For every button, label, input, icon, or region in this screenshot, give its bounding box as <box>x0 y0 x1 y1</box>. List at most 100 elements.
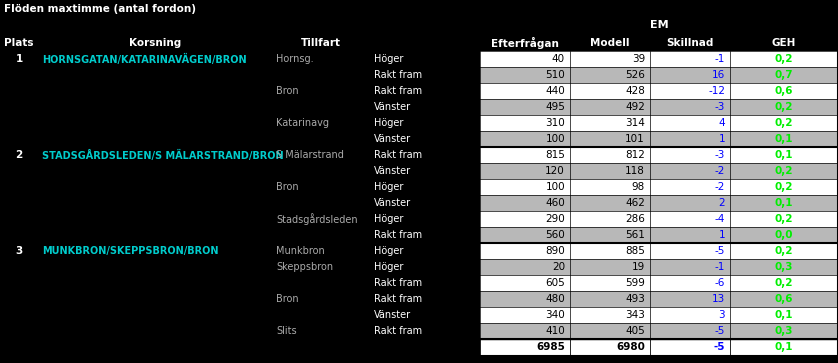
Text: Rakt fram: Rakt fram <box>374 150 422 160</box>
Text: -1: -1 <box>715 262 725 272</box>
Text: 0,1: 0,1 <box>775 198 794 208</box>
Text: -5: -5 <box>713 343 725 352</box>
Bar <box>480 34 570 51</box>
Bar <box>650 67 730 83</box>
Bar <box>570 67 650 83</box>
Text: 0,2: 0,2 <box>775 54 794 64</box>
Text: 1: 1 <box>718 134 725 144</box>
Text: 3: 3 <box>718 310 725 320</box>
Bar <box>730 99 838 115</box>
Text: Bron: Bron <box>276 294 298 304</box>
Bar <box>730 339 838 356</box>
Text: Munkbron: Munkbron <box>276 246 325 256</box>
Text: Rakt fram: Rakt fram <box>374 294 422 304</box>
Bar <box>480 323 570 339</box>
Text: Hornsg.: Hornsg. <box>276 54 313 64</box>
Bar <box>650 243 730 259</box>
Bar <box>650 211 730 227</box>
Bar <box>730 34 838 51</box>
Text: 0,2: 0,2 <box>775 118 794 128</box>
Bar <box>0 179 480 195</box>
Text: MUNKBRON/SKEPPSBRON/BRON: MUNKBRON/SKEPPSBRON/BRON <box>42 246 219 256</box>
Bar <box>0 163 480 179</box>
Text: Höger: Höger <box>374 54 403 64</box>
Bar <box>480 275 570 291</box>
Bar <box>570 83 650 99</box>
Text: Rakt fram: Rakt fram <box>374 230 422 240</box>
Bar <box>570 99 650 115</box>
Text: 118: 118 <box>625 166 645 176</box>
Bar <box>650 195 730 211</box>
Bar <box>570 195 650 211</box>
Text: 20: 20 <box>552 262 565 272</box>
Bar <box>650 163 730 179</box>
Text: Vänster: Vänster <box>374 134 411 144</box>
Bar <box>570 339 650 356</box>
Bar <box>730 67 838 83</box>
Bar <box>480 243 570 259</box>
Bar <box>730 275 838 291</box>
Text: Efterfrågan: Efterfrågan <box>491 36 559 49</box>
Text: -3: -3 <box>715 150 725 160</box>
Text: 560: 560 <box>546 230 565 240</box>
Text: 599: 599 <box>625 278 645 288</box>
Text: 0,2: 0,2 <box>775 214 794 224</box>
Bar <box>0 323 480 339</box>
Text: -2: -2 <box>715 166 725 176</box>
Bar <box>570 51 650 67</box>
Text: 492: 492 <box>625 102 645 112</box>
Bar <box>480 83 570 99</box>
Bar <box>650 179 730 195</box>
Bar <box>0 227 480 243</box>
Text: Vänster: Vänster <box>374 198 411 208</box>
Bar <box>0 83 480 99</box>
Text: Flöden maxtimme (antal fordon): Flöden maxtimme (antal fordon) <box>4 4 196 13</box>
Text: Rakt fram: Rakt fram <box>374 326 422 336</box>
Text: Tillfart: Tillfart <box>301 37 341 48</box>
Bar <box>480 227 570 243</box>
Text: 0,1: 0,1 <box>775 150 794 160</box>
Text: 0,6: 0,6 <box>775 294 794 304</box>
Text: 410: 410 <box>546 326 565 336</box>
Bar <box>480 17 838 34</box>
Text: 13: 13 <box>711 294 725 304</box>
Text: 526: 526 <box>625 70 645 80</box>
Bar <box>730 115 838 131</box>
Text: Katarinavg: Katarinavg <box>276 118 329 128</box>
Bar <box>0 115 480 131</box>
Bar <box>370 34 480 51</box>
Text: Stadsgårdsleden: Stadsgårdsleden <box>276 213 358 225</box>
Text: 39: 39 <box>632 54 645 64</box>
Bar <box>0 339 838 356</box>
Bar <box>730 147 838 163</box>
Text: Höger: Höger <box>374 214 403 224</box>
Bar <box>0 339 480 356</box>
Bar <box>650 83 730 99</box>
Text: -12: -12 <box>708 86 725 96</box>
Bar <box>650 131 730 147</box>
Bar <box>730 163 838 179</box>
Text: 885: 885 <box>625 246 645 256</box>
Bar <box>480 99 570 115</box>
Bar <box>570 227 650 243</box>
Bar <box>0 0 480 17</box>
Text: -1: -1 <box>715 54 725 64</box>
Bar <box>0 147 480 163</box>
Text: Höger: Höger <box>374 182 403 192</box>
Text: Rakt fram: Rakt fram <box>374 278 422 288</box>
Text: 340: 340 <box>546 310 565 320</box>
Text: 0,1: 0,1 <box>775 134 794 144</box>
Text: Skeppsbron: Skeppsbron <box>276 262 334 272</box>
Text: 510: 510 <box>546 70 565 80</box>
Text: EM: EM <box>649 20 669 30</box>
Bar <box>480 211 570 227</box>
Bar <box>570 243 650 259</box>
Text: Höger: Höger <box>374 118 403 128</box>
Text: Vänster: Vänster <box>374 102 411 112</box>
Bar <box>570 163 650 179</box>
Bar <box>0 243 480 259</box>
Bar <box>650 227 730 243</box>
Bar <box>0 34 38 51</box>
Text: 812: 812 <box>625 150 645 160</box>
Bar <box>650 307 730 323</box>
